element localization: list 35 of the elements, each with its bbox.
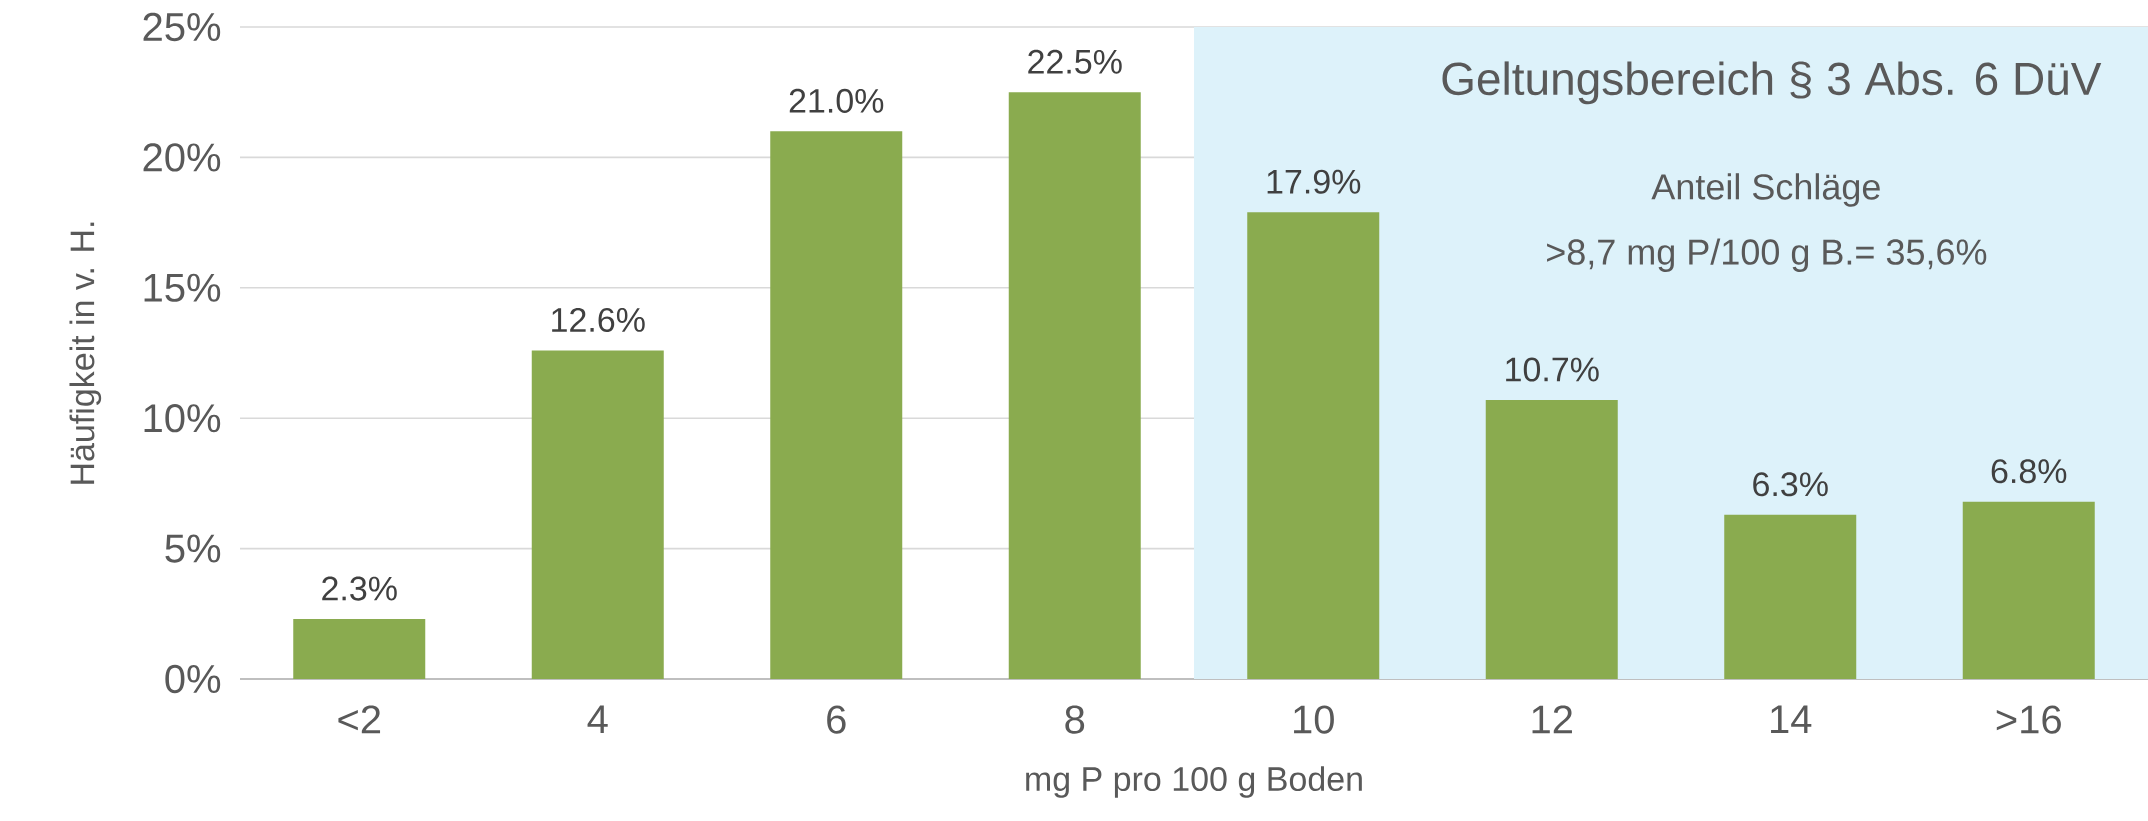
bar [1247,212,1380,679]
y-tick-label: 5% [165,534,221,563]
data-label: 21.0% [789,88,884,113]
x-tick-label: 10 [1294,705,1334,734]
bar [531,350,664,679]
y-tick-label: 0% [165,664,221,694]
y-axis-title: Häufigkeit in v. H. [69,222,102,484]
y-tick-label: 10% [144,404,221,433]
data-label: 10.7% [1506,357,1599,382]
annotation: >8,7 mg P/100 g B.= 35,6% [1547,238,1987,272]
annotation: Anteil Schläge [1651,173,1880,207]
x-tick-label: 8 [1065,705,1085,734]
x-tick-label: >16 [1996,705,2061,734]
data-label: 12.6% [552,307,645,333]
data-label: 17.9% [1267,169,1361,194]
x-tick-label: 6 [827,705,846,734]
bar [1962,501,2095,679]
y-tick-label: 25% [143,12,221,42]
data-label: 6.8% [1991,459,2067,484]
data-label: 6.3% [1753,472,1828,497]
x-tick-label: 14 [1771,705,1812,733]
x-tick-label: <2 [338,705,381,734]
band-label: Geltungsbereich § 3 Abs. 6 DüV [1442,61,2102,105]
x-tick-label: 4 [587,705,608,733]
data-label: 2.3% [322,576,397,601]
bar [770,131,903,679]
x-axis-title: mg P pro 100 g Boden [1026,766,1362,798]
data-label: 22.5% [1028,49,1122,74]
y-tick-label: 15% [144,273,221,302]
y-tick-label: 20% [143,143,221,172]
x-tick-label: 12 [1532,705,1572,734]
bar [1724,514,1857,679]
bar [1485,399,1618,679]
bar [1008,92,1141,679]
bar [293,619,426,679]
